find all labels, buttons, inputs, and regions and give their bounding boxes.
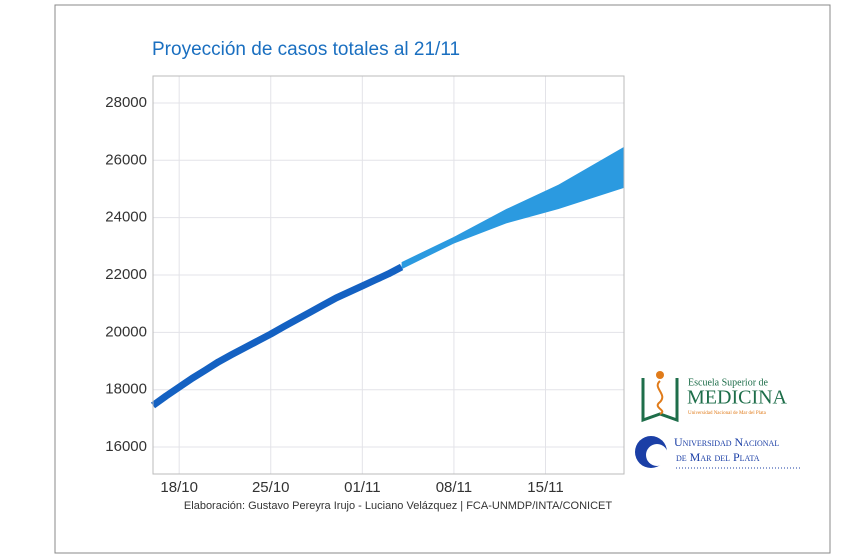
x-tick-label: 01/11 <box>344 479 380 496</box>
x-tick-label: 08/11 <box>436 479 472 496</box>
unmdp-logo: Universidad Nacional de Mar del Plata <box>635 435 800 469</box>
logo-text: de Mar del Plata <box>676 450 760 464</box>
medicina-logo: Escuela Superior de MEDICINA Universidad… <box>641 371 788 423</box>
logo-text: Universidad Nacional <box>674 435 779 449</box>
y-tick-label: 24000 <box>105 209 147 226</box>
logo-shape <box>656 371 664 379</box>
x-tick-label: 25/10 <box>252 479 290 496</box>
series-line <box>150 263 404 409</box>
y-tick-label: 20000 <box>105 323 147 340</box>
y-tick-label: 22000 <box>105 266 147 283</box>
source: Elaboración: Gustavo Pereyra Irujo - Luc… <box>184 500 612 512</box>
projection-band <box>401 146 624 270</box>
y-tick-label: 26000 <box>105 151 147 168</box>
plot-border <box>152 75 625 475</box>
logo-text: Escuela Superior de <box>688 377 769 388</box>
plot: 16000 18000 20000 22000 24000 26000 28000 18/10… <box>105 76 624 496</box>
x-tick-label: 15/11 <box>527 479 563 496</box>
y-tick-label: 16000 <box>105 438 147 455</box>
logo-shape <box>656 380 664 415</box>
logo-shape <box>646 444 668 466</box>
x-tick-label: 18/10 <box>160 479 198 496</box>
y-tick-label: 18000 <box>105 381 147 398</box>
logo-text: Universidad Nacional de Mar del Plata <box>688 411 767 416</box>
chart-title: Proyección de casos totales al 21/11 <box>152 39 460 60</box>
logo-text: MEDICINA <box>687 387 788 409</box>
y-tick-label: 28000 <box>105 94 147 111</box>
frame <box>54 4 831 554</box>
